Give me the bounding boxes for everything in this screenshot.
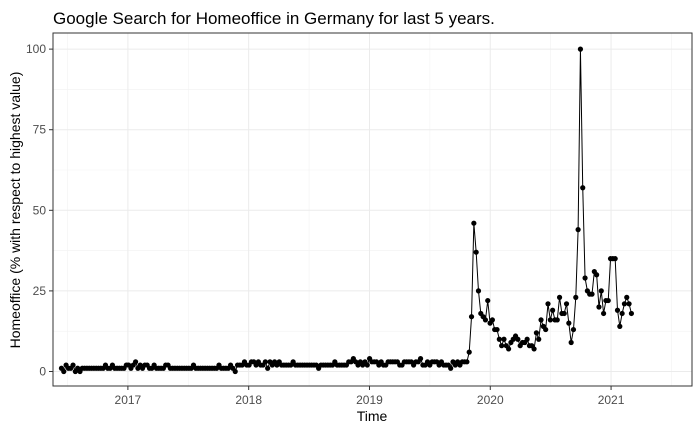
data-point	[494, 327, 499, 332]
data-point	[557, 295, 562, 300]
x-tick-label: 2018	[235, 393, 262, 407]
y-axis-title: Homeoffice (% with respect to highest va…	[7, 72, 23, 349]
chart-title: Google Search for Homeoffice in Germany …	[53, 9, 495, 28]
data-point	[464, 359, 469, 364]
data-point	[555, 317, 560, 322]
data-point	[233, 369, 238, 374]
data-point	[61, 369, 66, 374]
data-point	[365, 362, 370, 367]
x-tick-label: 2020	[477, 393, 504, 407]
data-point	[70, 362, 75, 367]
data-point	[566, 321, 571, 326]
data-point	[578, 47, 583, 52]
data-point	[448, 366, 453, 371]
plot-panel	[53, 33, 692, 386]
data-point	[483, 317, 488, 322]
data-point	[571, 327, 576, 332]
data-point	[418, 356, 423, 361]
y-tick-label: 75	[33, 123, 47, 137]
data-point	[599, 288, 604, 293]
data-point	[594, 272, 599, 277]
data-point	[548, 317, 553, 322]
data-point	[569, 340, 574, 345]
data-point	[615, 308, 620, 313]
data-point	[580, 185, 585, 190]
data-point	[601, 311, 606, 316]
x-axis-title: Time	[357, 408, 388, 424]
data-point	[576, 227, 581, 232]
data-point	[531, 346, 536, 351]
data-point	[624, 295, 629, 300]
y-tick-label: 25	[33, 284, 47, 298]
y-tick-label: 0	[39, 364, 46, 378]
data-point	[499, 343, 504, 348]
data-point	[620, 311, 625, 316]
data-point	[497, 337, 502, 342]
data-point	[629, 311, 634, 316]
data-point	[564, 301, 569, 306]
data-point	[501, 337, 506, 342]
x-tick-label: 2021	[598, 393, 625, 407]
data-point	[582, 275, 587, 280]
data-point	[265, 366, 270, 371]
data-point	[617, 324, 622, 329]
data-point	[534, 330, 539, 335]
data-point	[506, 346, 511, 351]
x-tick-label: 2019	[356, 393, 383, 407]
data-point	[474, 250, 479, 255]
data-point	[490, 317, 495, 322]
data-point	[263, 359, 268, 364]
data-point	[543, 327, 548, 332]
data-point	[626, 301, 631, 306]
x-tick-label: 2017	[115, 393, 142, 407]
data-point	[538, 317, 543, 322]
y-tick-label: 50	[33, 203, 47, 217]
data-point	[485, 298, 490, 303]
data-point	[467, 350, 472, 355]
data-point	[573, 295, 578, 300]
data-point	[471, 221, 476, 226]
data-point	[596, 304, 601, 309]
data-point	[525, 337, 530, 342]
data-point	[613, 256, 618, 261]
data-point	[562, 311, 567, 316]
data-point	[622, 301, 627, 306]
data-point	[550, 308, 555, 313]
data-point	[536, 337, 541, 342]
data-point	[589, 292, 594, 297]
data-point	[133, 359, 138, 364]
data-point	[469, 314, 474, 319]
y-tick-label: 100	[26, 42, 46, 56]
data-point	[545, 301, 550, 306]
data-point	[476, 288, 481, 293]
data-point	[606, 298, 611, 303]
data-point	[515, 337, 520, 342]
